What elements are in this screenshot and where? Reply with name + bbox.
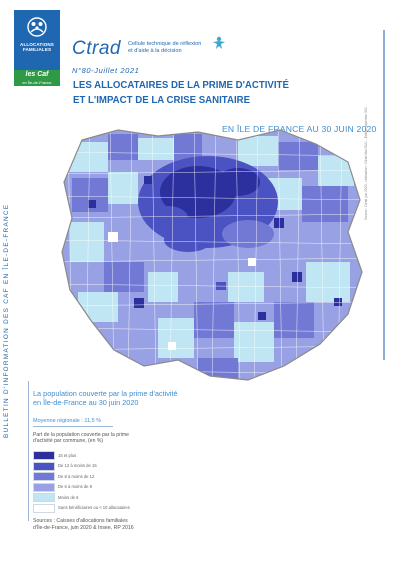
side-bulletin-text: BULLETIN D'INFORMATION DES CAF EN ÎLE-DE… [3,203,10,438]
page-title: Les allocataires de la prime d'activité … [73,78,303,108]
issue-number: N°80-Juillet 2021 [72,66,140,75]
caption-vertical-rule [28,381,29,521]
caf-family-emblem-icon [27,17,47,37]
title-line2: et l'impact de la crise sanitaire [73,94,251,106]
legend-title-line1: Part de la population couverte par la pr… [33,432,129,438]
ctrad-desc-line2: et d'aide à la décision [128,47,182,54]
caf-logo-line1: ALLOCATIONS [20,42,54,47]
date-heading: EN ÎLE DE FRANCE AU 30 JUIN 2020 [222,124,377,134]
legend-label: De 8 à moins de 12 [58,473,95,479]
caf-logo-sub: les Caf en Île-de-France [14,70,60,86]
average-rule [33,426,113,427]
caption-title-line2: en Île-de-France au 30 juin 2020 [33,398,139,407]
right-vertical-rule [383,30,385,360]
sources: Sources : Caisses d'allocations familial… [33,518,173,531]
legend-swatch [33,493,55,502]
caf-sub-line1: les Caf [25,71,49,78]
legend-label: 15 et plus [58,452,77,458]
map-credit: Source : Ctrad juin 2020 - réalisation :… [364,107,368,220]
caf-logo-line2: FAMILIALES [22,47,52,53]
legend-title: Part de la population couverte par la pr… [33,432,153,444]
ctrad-description: Cellule technique de réflexion et d'aide… [128,41,248,55]
legend-label: Sans bénéficiaires ou < 10 allocataires [58,505,130,510]
map-communes [62,130,362,380]
legend-label: De 6 à moins de 8 [58,484,92,489]
legend-swatch [33,503,55,513]
legend-swatch [33,461,55,471]
caf-logo-text: ALLOCATIONS FAMILIALES [14,42,60,52]
ctrad-desc-line1: Cellule technique de réflexion [128,41,202,47]
ile-de-france-choropleth-map [61,129,363,381]
person-star-icon [213,36,225,49]
caption-title-line1: La population couverte par la prime d'ac… [33,389,178,398]
legend-label: De 12 à moins de 15 [58,463,97,468]
sources-line2: d'Île-de-France, juin 2020 & Insee, RP 2… [33,524,134,531]
legend-title-line2: d'activité par commune, (en %) [33,438,104,445]
legend-label: Moins de 6 [58,494,79,500]
legend-swatch [33,451,55,460]
regional-average: Moyenne régionale : 11,5 % [33,418,102,424]
sources-line1: Sources : Caisses d'allocations familial… [33,518,128,524]
region-outline [61,129,363,381]
legend-swatch [33,482,55,492]
ctrad-brand: Ctrad [72,38,121,59]
caption-title: La population couverte par la prime d'ac… [33,389,233,407]
legend-swatch [33,472,55,481]
caf-logo: ALLOCATIONS FAMILIALES les Caf en Île-de… [14,10,60,86]
caf-sub-line2: en Île-de-France [22,80,52,85]
title-line1: Les allocataires de la prime d'activité [73,79,289,91]
